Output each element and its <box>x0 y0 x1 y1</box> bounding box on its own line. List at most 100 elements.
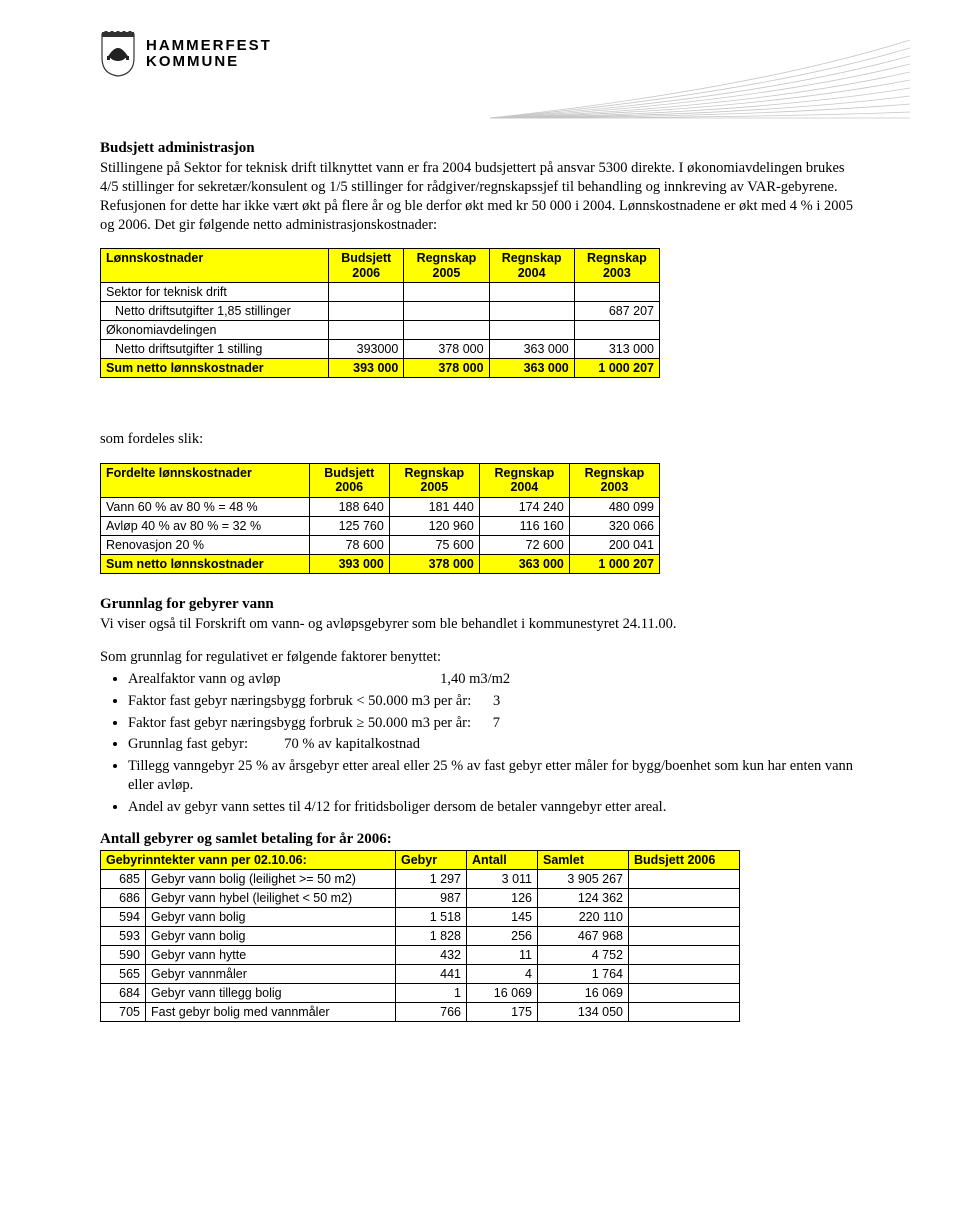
t1-h1: Budsjett2006 <box>329 249 404 283</box>
cell-value: 4 <box>467 965 538 984</box>
list-item: Arealfaktor vann og avløp 1,40 m3/m2 <box>128 670 860 690</box>
org-name-line2: KOMMUNE <box>146 54 272 71</box>
sum-value: 363 000 <box>479 554 569 573</box>
cell-value <box>404 283 489 302</box>
sum-label: Sum netto lønnskostnader <box>101 359 329 378</box>
t3-h0: Gebyrinntekter vann per 02.10.06: <box>101 851 396 870</box>
cell-value <box>629 1003 740 1022</box>
t2-h0: Fordelte lønnskostnader <box>101 463 310 497</box>
sum-row: Sum netto lønnskostnader393 000378 00036… <box>101 359 660 378</box>
cell-value: 3 011 <box>467 870 538 889</box>
cell-value: 987 <box>396 889 467 908</box>
table-row: Avløp 40 % av 80 % = 32 %125 760120 9601… <box>101 516 660 535</box>
payroll-cost-table: Lønnskostnader Budsjett2006 Regnskap2005… <box>100 248 660 378</box>
table-row: Sektor for teknisk drift <box>101 283 660 302</box>
cell-value: 72 600 <box>479 535 569 554</box>
fee-label: Gebyr vann hytte <box>146 946 396 965</box>
row-label: Netto driftsutgifter 1 stilling <box>101 340 329 359</box>
table-row: 684Gebyr vann tillegg bolig116 06916 069 <box>101 984 740 1003</box>
section4-title: Antall gebyrer og samlet betaling for år… <box>100 831 860 848</box>
fee-label: Gebyr vann bolig <box>146 908 396 927</box>
table-row: Vann 60 % av 80 % = 48 %188 640181 44017… <box>101 497 660 516</box>
cell-value: 181 440 <box>389 497 479 516</box>
cell-value: 4 752 <box>538 946 629 965</box>
letterhead: HAMMERFEST KOMMUNE <box>100 30 860 110</box>
cell-value: 687 207 <box>574 302 659 321</box>
cell-value <box>489 283 574 302</box>
table-row: 685Gebyr vann bolig (leilighet >= 50 m2)… <box>101 870 740 889</box>
cell-value: 188 640 <box>309 497 389 516</box>
table-row: Økonomiavdelingen <box>101 321 660 340</box>
sum-value: 393 000 <box>329 359 404 378</box>
factors-list: Arealfaktor vann og avløp 1,40 m3/m2Fakt… <box>100 670 860 817</box>
cell-value: 11 <box>467 946 538 965</box>
fee-code: 686 <box>101 889 146 908</box>
row-label: Sektor for teknisk drift <box>101 283 329 302</box>
table-row: 705Fast gebyr bolig med vannmåler7661751… <box>101 1003 740 1022</box>
fee-label: Fast gebyr bolig med vannmåler <box>146 1003 396 1022</box>
fee-code: 684 <box>101 984 146 1003</box>
sum-value: 1 000 207 <box>569 554 659 573</box>
cell-value <box>629 870 740 889</box>
t2-h2: Regnskap2005 <box>389 463 479 497</box>
cell-value: 116 160 <box>479 516 569 535</box>
t3-h1: Gebyr <box>396 851 467 870</box>
cell-value: 175 <box>467 1003 538 1022</box>
sum-value: 363 000 <box>489 359 574 378</box>
cell-value: 1 297 <box>396 870 467 889</box>
cell-value: 120 960 <box>389 516 479 535</box>
fee-label: Gebyr vann bolig (leilighet >= 50 m2) <box>146 870 396 889</box>
fee-income-table: Gebyrinntekter vann per 02.10.06: Gebyr … <box>100 850 740 1022</box>
cell-value: 766 <box>396 1003 467 1022</box>
cell-value: 145 <box>467 908 538 927</box>
cell-value <box>404 321 489 340</box>
cell-value: 124 362 <box>538 889 629 908</box>
list-item: Faktor fast gebyr næringsbygg forbruk < … <box>128 692 860 712</box>
fee-label: Gebyr vannmåler <box>146 965 396 984</box>
cell-value: 16 069 <box>538 984 629 1003</box>
list-item: Tillegg vanngebyr 25 % av årsgebyr etter… <box>128 757 860 796</box>
cell-value <box>629 927 740 946</box>
table-row: Netto driftsutgifter 1 stilling393000378… <box>101 340 660 359</box>
list-item: Andel av gebyr vann settes til 4/12 for … <box>128 798 860 818</box>
cell-value <box>629 965 740 984</box>
t1-h2: Regnskap2005 <box>404 249 489 283</box>
section1-paragraph: Stillingene på Sektor for teknisk drift … <box>100 159 860 234</box>
list-item: Faktor fast gebyr næringsbygg forbruk ≥ … <box>128 714 860 734</box>
row-label: Renovasjon 20 % <box>101 535 310 554</box>
cell-value <box>329 283 404 302</box>
cell-value: 1 <box>396 984 467 1003</box>
municipal-crest-icon <box>100 30 136 78</box>
sum-label: Sum netto lønnskostnader <box>101 554 310 573</box>
table-row: Netto driftsutgifter 1,85 stillinger687 … <box>101 302 660 321</box>
sum-value: 378 000 <box>404 359 489 378</box>
section3-para2: Som grunnlag for regulativet er følgende… <box>100 648 860 667</box>
fee-label: Gebyr vann bolig <box>146 927 396 946</box>
cell-value <box>329 321 404 340</box>
row-label: Økonomiavdelingen <box>101 321 329 340</box>
cell-value: 467 968 <box>538 927 629 946</box>
cell-value: 313 000 <box>574 340 659 359</box>
cell-value <box>404 302 489 321</box>
cell-value: 432 <box>396 946 467 965</box>
cell-value <box>629 946 740 965</box>
section3-title: Grunnlag for gebyrer vann <box>100 596 860 613</box>
sum-value: 1 000 207 <box>574 359 659 378</box>
cell-value: 320 066 <box>569 516 659 535</box>
t2-h4: Regnskap2003 <box>569 463 659 497</box>
t2-h3: Regnskap2004 <box>479 463 569 497</box>
cell-value: 441 <box>396 965 467 984</box>
row-label: Avløp 40 % av 80 % = 32 % <box>101 516 310 535</box>
sum-value: 378 000 <box>389 554 479 573</box>
t3-h3: Samlet <box>538 851 629 870</box>
cell-value: 1 828 <box>396 927 467 946</box>
cell-value: 220 110 <box>538 908 629 927</box>
t1-h3: Regnskap2004 <box>489 249 574 283</box>
decorative-fan-lines-icon <box>490 40 910 125</box>
fee-code: 594 <box>101 908 146 927</box>
fee-code: 590 <box>101 946 146 965</box>
fee-code: 593 <box>101 927 146 946</box>
cell-value: 363 000 <box>489 340 574 359</box>
cell-value: 1 518 <box>396 908 467 927</box>
section2-intro: som fordeles slik: <box>100 430 860 449</box>
